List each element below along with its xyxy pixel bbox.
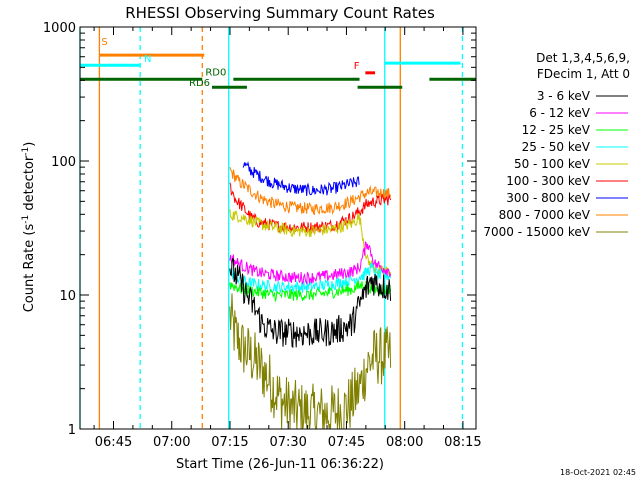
legend-entry-label-2: 12 - 25 keV <box>522 123 591 137</box>
series-line-1 <box>229 241 392 286</box>
y-axis-label-main: Count Rate (s <box>22 224 37 313</box>
chart-title: RHESSI Observing Summary Count Rates <box>125 4 435 22</box>
legend-entry-label-7: 800 - 7000 keV <box>499 208 591 222</box>
flag-label-2: RD0 <box>205 67 226 78</box>
x-axis-label: Start Time (26-Jun-11 06:36:22) <box>176 457 384 472</box>
y-axis-label-close: ) <box>22 142 37 147</box>
series-line-4 <box>229 209 392 278</box>
series-line-6 <box>242 161 360 196</box>
x-tick-label-0: 06:45 <box>95 435 132 450</box>
y-tick-label-1: 10 <box>59 289 76 304</box>
legend-entry-label-8: 7000 - 15000 keV <box>483 225 590 239</box>
legend-header-line-1: Det 1,3,4,5,6,9, <box>536 51 630 65</box>
series-line-7 <box>229 166 392 216</box>
y-axis-label-sup-2: -1 <box>21 147 31 156</box>
y-axis-label-sup-1: -1 <box>21 215 31 224</box>
x-tick-label-4: 07:45 <box>328 435 365 450</box>
flag-label-3: RD6 <box>189 78 210 89</box>
y-tick-label-2: 100 <box>51 155 76 170</box>
x-tick-label-3: 07:30 <box>269 435 306 450</box>
y-axis-label-mid: detector <box>22 155 37 215</box>
series-line-8 <box>229 293 392 430</box>
flag-label-0: S <box>101 37 107 48</box>
flag-label-4: F <box>354 61 360 72</box>
x-axis: 06:45 07:00 07:15 07:30 07:45 08:00 08:15 <box>93 27 482 450</box>
legend-entry-label-0: 3 - 6 keV <box>537 89 591 103</box>
legend: Det 1,3,4,5,6,9, FDecim 1, Att 0 3 - 6 k… <box>483 51 630 239</box>
series-line-0 <box>229 257 392 349</box>
footer-timestamp: 18-Oct-2021 02:45 <box>560 468 636 477</box>
legend-entry-label-4: 50 - 100 keV <box>514 157 591 171</box>
y-axis: 1 10 100 1000 <box>43 21 476 438</box>
y-tick-label-0: 1 <box>68 423 76 438</box>
x-tick-label-6: 08:15 <box>444 435 481 450</box>
legend-header-line-2: FDecim 1, Att 0 <box>537 67 630 81</box>
series-line-3 <box>229 262 392 293</box>
legend-entry-label-5: 100 - 300 keV <box>506 174 590 188</box>
legend-entry-label-3: 25 - 50 keV <box>522 140 591 154</box>
y-axis-label: Count Rate (s-1 detector-1) <box>21 142 37 313</box>
x-tick-label-1: 07:00 <box>153 435 190 450</box>
legend-entry-label-6: 300 - 800 keV <box>506 191 590 205</box>
y-tick-label-3: 1000 <box>43 21 76 36</box>
x-tick-label-2: 07:15 <box>211 435 248 450</box>
x-tick-label-5: 08:00 <box>386 435 423 450</box>
series-line-5 <box>229 182 392 234</box>
legend-entry-label-1: 6 - 12 keV <box>529 106 591 120</box>
flag-label-1: N <box>144 54 151 65</box>
plot-frame <box>79 26 477 430</box>
